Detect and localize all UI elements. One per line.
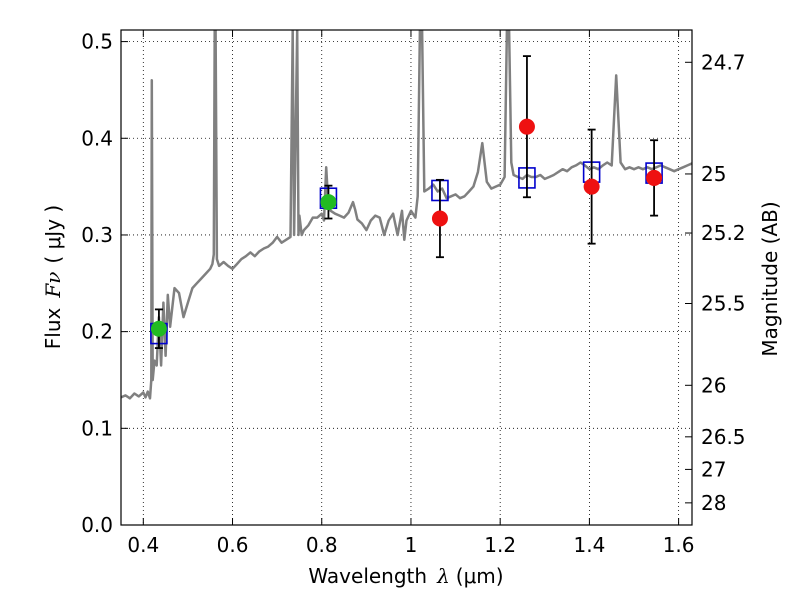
y-tick-label: 0.2 xyxy=(81,320,113,344)
y-tick-label: 0.1 xyxy=(81,416,113,440)
grid xyxy=(121,30,692,526)
y-axis-label: FluxFν( μJy ) xyxy=(41,205,65,349)
y2-tick-label: 27 xyxy=(701,457,726,481)
x-tick-label: 1.4 xyxy=(573,533,605,557)
y-tick-label: 0.0 xyxy=(81,513,113,537)
x-tick-label: 0.4 xyxy=(127,533,159,557)
y2-tick-label: 26 xyxy=(701,373,726,397)
observed-flux-point xyxy=(646,169,663,186)
observed-flux-point xyxy=(518,118,535,135)
plot-frame xyxy=(120,29,693,526)
x-tick-label: 1.2 xyxy=(484,533,516,557)
x-tick-label: 1.6 xyxy=(663,533,695,557)
y2-axis-label: Magnitude (AB) xyxy=(758,201,782,356)
observed-flux-point xyxy=(431,210,448,227)
observed-flux-point xyxy=(150,320,167,337)
y-tick-label: 0.3 xyxy=(81,223,113,247)
spectrum-line xyxy=(121,30,692,400)
y2-tick-label: 25.2 xyxy=(701,221,746,245)
y2-tick-label: 26.5 xyxy=(701,425,746,449)
y-tick-label: 0.5 xyxy=(81,30,113,54)
axes: 0.4 0.6 0.8 1 1.2 1.4 1.6 0.0 0.1 0.2 0.3 0.4 0.5 24.… xyxy=(81,29,746,557)
x-tick-label: 1 xyxy=(405,533,418,557)
x-tick-label: 0.8 xyxy=(306,533,338,557)
spectrum-layer xyxy=(121,30,692,400)
y-tick-label: 0.4 xyxy=(81,126,113,150)
x-tick-label: 0.6 xyxy=(217,533,249,557)
observed-flux-point xyxy=(320,194,337,211)
observed-flux-point xyxy=(583,178,600,195)
y2-tick-label: 28 xyxy=(701,491,726,515)
x-axis-label: Wavelength λ (μm) xyxy=(308,564,503,588)
y2-tick-label: 25.5 xyxy=(701,292,746,316)
marker-layer xyxy=(150,55,663,349)
y2-tick-label: 24.7 xyxy=(701,50,746,74)
y2-tick-label: 25 xyxy=(701,162,726,186)
